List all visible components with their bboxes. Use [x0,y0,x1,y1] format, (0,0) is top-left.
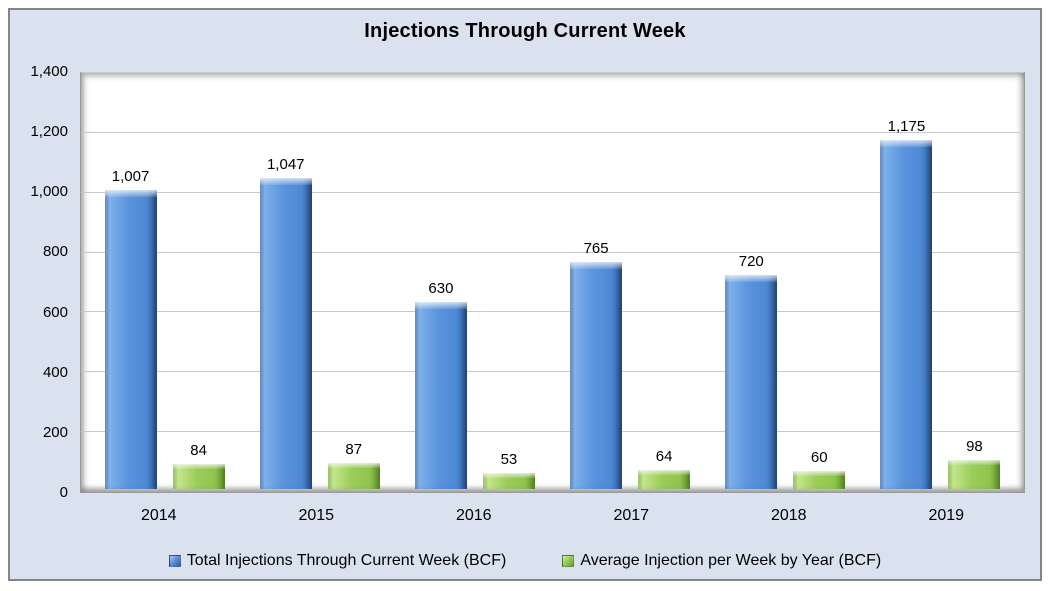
bar-group-2016: 630 53 [397,73,552,489]
x-tick-label-2017: 2017 [613,507,650,524]
bar-total-injections-2016 [414,301,467,489]
bar-total-injections-2017 [570,261,623,489]
bar-column-total-injections-2016: 630 [414,73,467,489]
x-tick-label-2018: 2018 [770,507,807,524]
x-tick-label-2019: 2019 [928,507,965,524]
bar-column-average-injection-2016: 53 [482,73,535,489]
data-label-total-injections-2015: 1,047 [266,155,305,173]
bar-column-total-injections-2019: 1,175 [880,73,933,489]
bar-column-total-injections-2017: 765 [570,73,623,489]
chart-title: Injections Through Current Week [364,20,686,42]
y-tick-label: 1,200 [30,123,68,141]
bar-total-injections-2014 [104,189,157,489]
bar-group-2015: 1,047 87 [242,73,397,489]
bar-average-injection-2018 [793,471,846,489]
y-axis: 0 200 400 600 800 1,000 1,200 1,400 [10,63,74,501]
bar-group-2019: 1,175 98 [863,73,1018,489]
data-label-average-injection-2016: 53 [500,451,518,469]
data-label-average-injection-2015: 87 [345,441,363,459]
gridline [81,72,1024,73]
y-tick-label: 0 [59,484,68,501]
data-label-total-injections-2017: 765 [583,239,609,257]
bar-average-injection-2017 [638,469,691,489]
gridline [81,191,1024,193]
data-label-total-injections-2019: 1,175 [887,117,926,135]
bar-average-injection-2016 [482,473,535,489]
bar-total-injections-2015 [259,177,312,489]
bar-column-average-injection-2017: 64 [638,73,691,489]
bar-column-average-injection-2014: 84 [172,73,225,489]
data-label-average-injection-2018: 60 [810,449,828,467]
bar-column-total-injections-2018: 720 [725,73,778,489]
x-tick-label-2014: 2014 [140,507,177,524]
bar-average-injection-2014 [172,464,225,489]
data-label-average-injection-2014: 84 [190,442,207,460]
bar-column-average-injection-2015: 87 [327,73,380,489]
data-label-total-injections-2014: 1,007 [111,167,150,185]
bar-column-total-injections-2014: 1,007 [104,73,157,489]
blue-square-legend-icon [168,555,181,567]
bars-layer: 1,007 84 1,047 87 630 53 765 64 720 60 1,175 98 [87,73,1018,489]
gridline [81,431,1024,433]
x-tick-label-2016: 2016 [455,507,492,524]
legend-label-total: Total Injections Through Current Week (B… [186,552,507,569]
y-tick-label: 1,000 [30,183,68,201]
bar-group-2017: 765 64 [553,73,708,489]
y-tick-label: 200 [42,423,68,441]
legend: Total Injections Through Current Week (B… [10,552,1040,570]
gridline [81,131,1024,133]
data-label-total-injections-2016: 630 [428,279,454,297]
legend-label-average: Average Injection per Week by Year (BCF) [580,552,882,569]
gridline [81,251,1024,253]
chart-container: Injections Through Current Week 0 200 400 6… [8,8,1042,581]
y-tick-label: 1,400 [30,63,68,80]
bar-column-average-injection-2018: 60 [793,73,846,489]
y-tick-label: 800 [42,243,68,261]
bar-total-injections-2018 [725,275,778,489]
green-square-legend-icon [562,555,575,567]
x-axis: 2014 2015 2016 2017 2018 2019 [80,507,1025,525]
gridline [81,311,1024,313]
bar-group-2018: 720 60 [708,73,863,489]
data-label-average-injection-2017: 64 [655,447,673,465]
y-tick-label: 600 [42,303,68,321]
bar-column-average-injection-2019: 98 [948,73,1001,489]
data-label-average-injection-2019: 98 [966,437,983,455]
x-tick-label-2015: 2015 [298,507,335,524]
bar-column-total-injections-2015: 1,047 [259,73,312,489]
legend-item-average: Average Injection per Week by Year (BCF) [562,552,881,570]
legend-item-total: Total Injections Through Current Week (B… [168,552,507,570]
bar-group-2014: 1,007 84 [87,73,242,489]
gridline [81,371,1024,373]
data-label-total-injections-2018: 720 [738,253,764,271]
bar-average-injection-2019 [948,459,1001,489]
y-tick-label: 400 [42,363,68,381]
bar-total-injections-2019 [880,139,933,489]
bar-average-injection-2015 [327,463,380,489]
plot-area: 1,007 84 1,047 87 630 53 765 64 720 60 1,175 98 [80,72,1025,493]
